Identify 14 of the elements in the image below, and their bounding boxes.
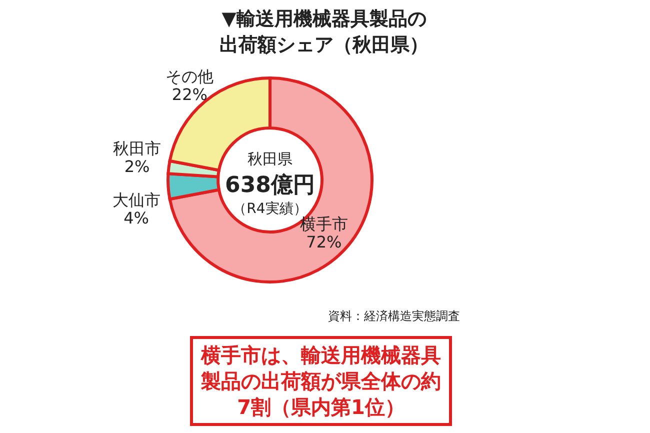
- data-label: 4%: [124, 208, 149, 228]
- text: （R4実績）: [232, 200, 308, 217]
- text: 638億円: [224, 172, 316, 200]
- text: 秋田県: [246, 150, 294, 169]
- slice-label: その他: [166, 66, 214, 86]
- slice-label: 大仙市: [112, 190, 160, 210]
- data-label: 2%: [124, 157, 150, 176]
- text: 資料：経済構造実態調査: [327, 308, 460, 325]
- text: 横手市は、輸送用機械器具製品の出荷額が県全体の約7割（県内第1位）: [190, 336, 452, 426]
- data-label: 22%: [172, 84, 208, 104]
- data-label: 72%: [306, 232, 342, 252]
- slice-label: 秋田市: [113, 139, 162, 158]
- chart-title: ▼輸送用機械器具製品の出荷額シェア（秋田県）: [218, 7, 430, 58]
- slice-label: 横手市: [300, 214, 348, 234]
